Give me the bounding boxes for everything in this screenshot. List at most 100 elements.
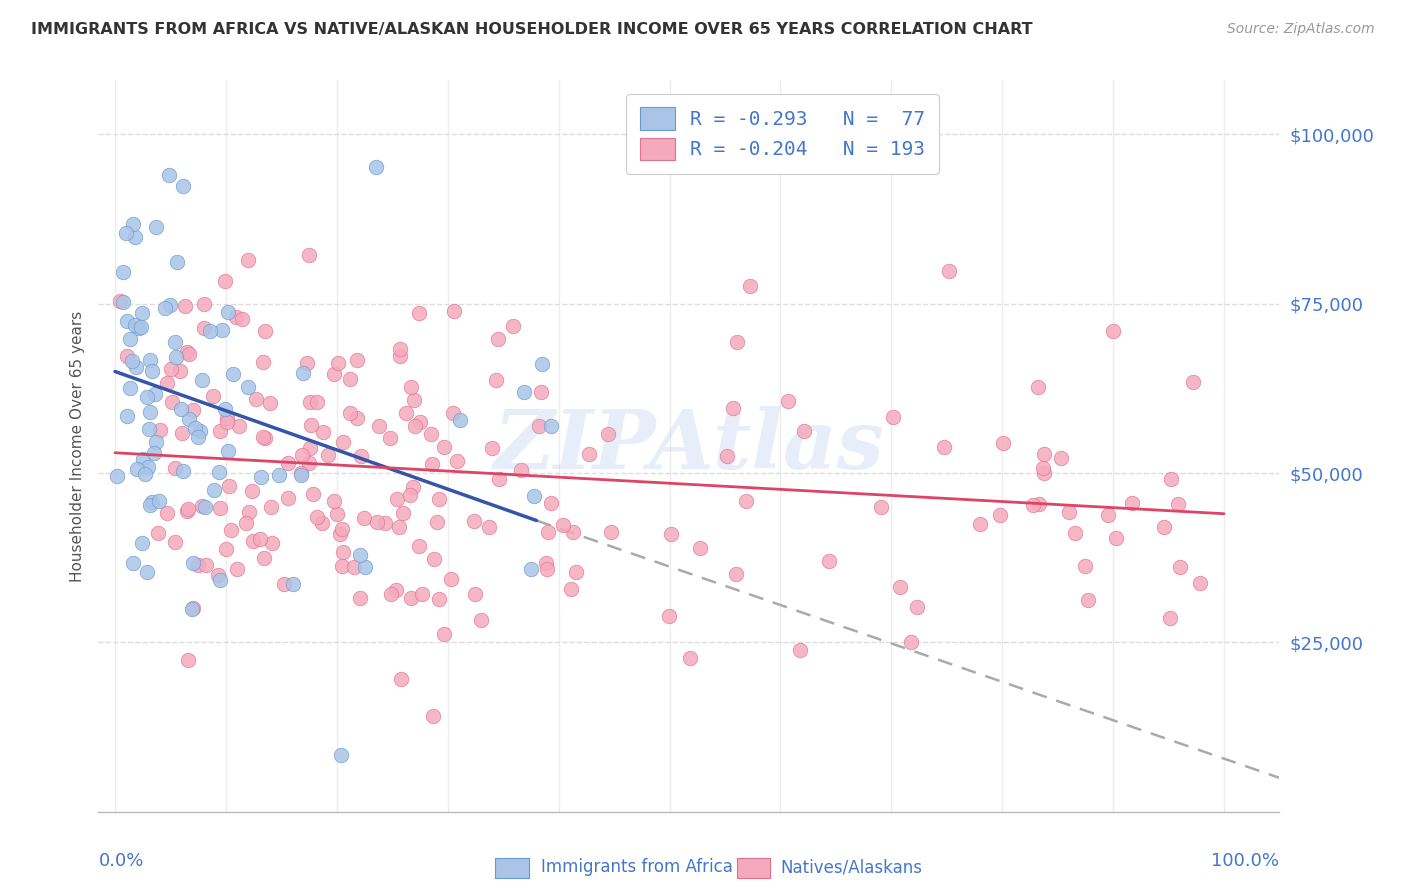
Point [364,160,387,174]
Point [162,395,184,409]
Point [215,411,238,425]
Point [259,396,281,410]
Point [207,568,229,582]
Point [560,582,582,596]
Point [1063,525,1085,540]
Point [138,422,160,436]
Point [323,494,346,508]
Point [146,525,169,540]
Point [292,366,315,380]
Point [349,591,371,606]
Point [163,461,186,475]
Point [789,643,811,657]
Point [1160,472,1182,486]
Point [202,389,225,403]
Point [115,226,138,240]
Point [277,456,299,470]
Point [139,498,162,512]
Point [339,406,361,420]
Point [194,558,217,572]
Point [441,406,464,420]
Point [329,748,352,763]
Point [1181,375,1204,389]
Point [298,248,321,262]
Point [172,464,194,478]
Point [481,442,503,456]
Point [299,417,322,432]
Point [1105,531,1128,545]
Point [214,402,236,417]
Point [402,479,425,493]
Point [443,304,465,318]
Text: Natives/Alaskans: Natives/Alaskans [780,858,922,876]
Point [332,522,354,536]
Point [326,356,349,370]
Point [776,394,799,409]
Point [252,430,274,444]
Point [534,556,557,570]
Point [179,412,201,426]
Point [236,380,259,394]
Point [1189,576,1212,591]
Point [343,560,366,574]
Point [486,332,509,346]
Point [238,252,260,267]
Point [194,500,217,514]
Point [426,516,449,530]
Point [165,350,187,364]
Point [395,406,418,420]
Point [214,541,236,556]
Text: Immigrants from Africa: Immigrants from Africa [541,858,733,876]
Point [305,394,328,409]
Point [187,558,209,572]
Point [290,468,312,483]
Point [163,535,186,549]
Point [1028,380,1050,394]
Point [385,583,408,598]
Legend: R = -0.293   N =  77, R = -0.204   N = 193: R = -0.293 N = 77, R = -0.204 N = 193 [626,94,939,174]
Point [120,332,142,346]
Point [536,561,558,575]
Point [155,376,177,390]
Point [551,517,574,532]
Point [169,364,191,378]
Point [380,587,402,601]
Point [409,415,432,429]
Point [1077,592,1099,607]
Point [440,573,463,587]
Point [176,345,198,359]
Point [478,520,501,534]
Point [281,577,304,591]
Point [399,379,422,393]
Point [385,491,408,506]
Point [378,432,401,446]
Point [349,548,371,562]
Point [253,550,276,565]
Point [433,440,456,454]
Point [181,602,204,616]
Point [298,456,321,470]
Point [156,506,179,520]
Point [124,229,146,244]
Point [793,424,815,438]
Point [231,312,253,326]
Point [145,220,167,235]
Point [177,502,200,516]
Text: Source: ZipAtlas.com: Source: ZipAtlas.com [1227,22,1375,37]
Point [291,448,314,462]
Point [155,301,177,315]
Point [389,673,412,687]
Point [724,566,747,581]
Point [163,334,186,349]
Point [882,410,904,425]
Point [217,415,239,429]
Point [143,386,166,401]
Point [190,425,212,439]
Point [565,565,588,579]
Point [177,653,200,667]
Point [388,342,411,356]
Point [523,489,546,503]
Point [1159,611,1181,625]
Point [938,264,960,278]
Point [305,510,328,524]
